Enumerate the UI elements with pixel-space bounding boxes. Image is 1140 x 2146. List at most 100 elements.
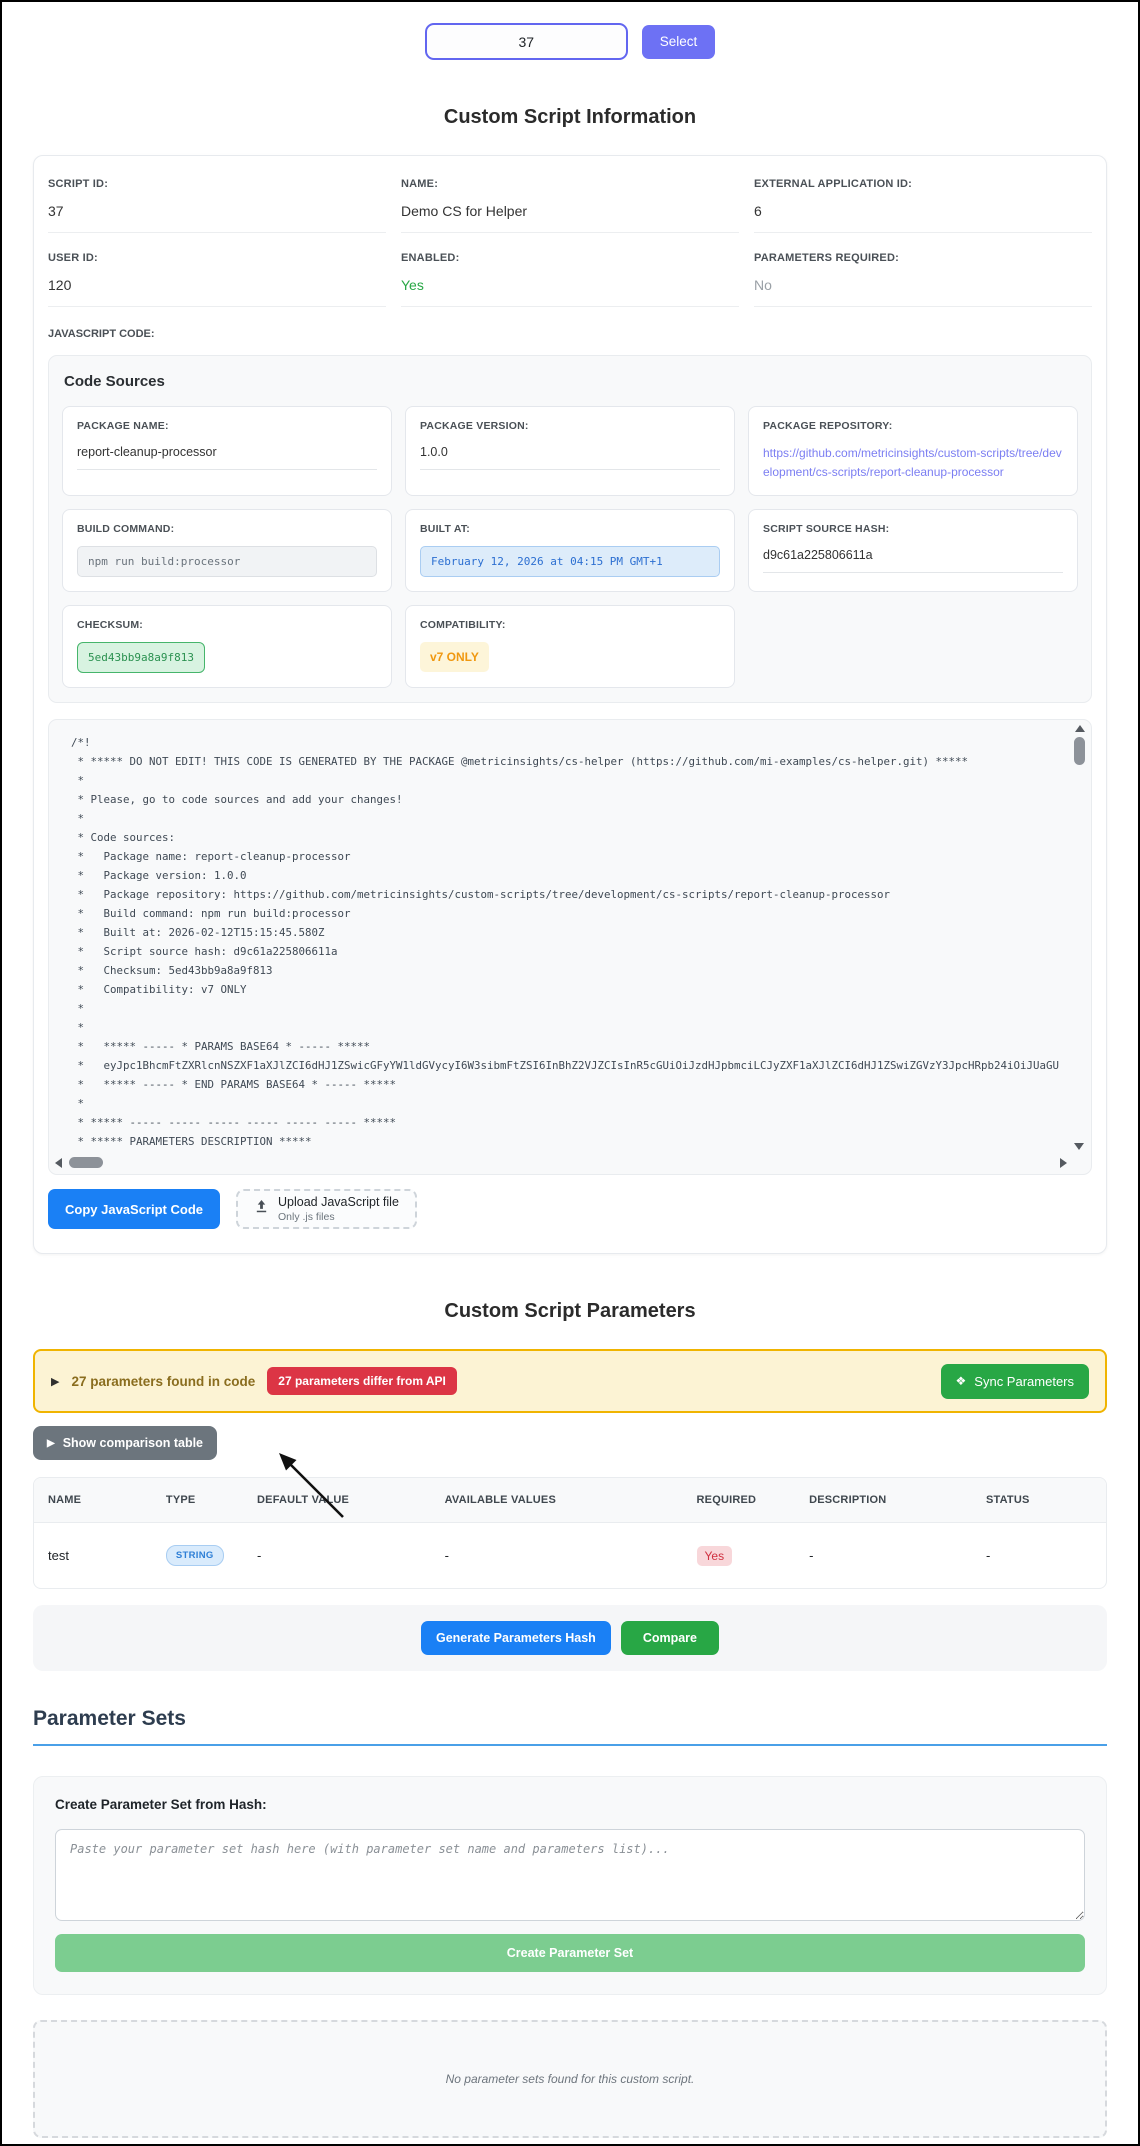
script-selector-bar: Select	[33, 23, 1107, 60]
upload-button-title: Upload JavaScript file	[278, 1195, 399, 1210]
parameters-found-text: 27 parameters found in code	[71, 1373, 256, 1389]
vertical-scroll-thumb[interactable]	[1074, 737, 1085, 766]
column-header-default-value: DEFAULT VALUE	[257, 1494, 350, 1507]
field-parameters-required: PARAMETERS REQUIRED: No	[754, 252, 1092, 307]
code-actions: Copy JavaScript Code Upload JavaScript f…	[48, 1189, 1092, 1230]
cell-default-value: -	[257, 1548, 262, 1564]
upload-icon	[254, 1199, 269, 1219]
field-label: PARAMETERS REQUIRED:	[754, 252, 899, 264]
card-package-version: PACKAGE VERSION: 1.0.0	[405, 406, 735, 497]
cell-type: STRING	[152, 1523, 243, 1588]
fields-grid: SCRIPT ID: 37 NAME: Demo CS for Helper E…	[48, 178, 1092, 307]
card-label: COMPATIBILITY:	[420, 619, 506, 632]
built-at-chip: February 12, 2026 at 04:15 PM GMT+1	[420, 546, 720, 578]
code-sources-title: Code Sources	[64, 373, 165, 390]
field-script-id: SCRIPT ID: 37	[48, 178, 386, 233]
field-value: 120	[48, 277, 386, 307]
field-external-application-id: EXTERNAL APPLICATION ID: 6	[754, 178, 1092, 233]
sync-button-label: Sync Parameters	[974, 1373, 1074, 1389]
checksum-chip: 5ed43bb9a8a9f813	[77, 642, 205, 674]
parameters-banner-zone: ▶ 27 parameters found in code 27 paramet…	[33, 1349, 1107, 1519]
sync-icon: ❖	[955, 1374, 967, 1389]
field-value: 6	[754, 203, 1092, 233]
sync-parameters-button[interactable]: ❖ Sync Parameters	[940, 1363, 1089, 1399]
column-header-name: NAME	[48, 1494, 82, 1507]
hash-actions-panel: Generate Parameters Hash Compare	[33, 1605, 1107, 1672]
required-badge: Yes	[696, 1545, 733, 1566]
card-label: CHECKSUM:	[77, 619, 143, 632]
card-package-repository: PACKAGE REPOSITORY: https://github.com/m…	[748, 406, 1078, 497]
code-sources-grid: PACKAGE NAME: report-cleanup-processor P…	[62, 406, 1078, 689]
script-info-card: SCRIPT ID: 37 NAME: Demo CS for Helper E…	[33, 155, 1107, 1255]
create-parameter-set-button[interactable]: Create Parameter Set	[55, 1934, 1085, 1973]
show-comparison-label: Show comparison table	[62, 1436, 204, 1451]
card-label: PACKAGE REPOSITORY:	[763, 420, 893, 432]
script-id-input[interactable]	[424, 23, 628, 60]
cell-status: -	[985, 1548, 991, 1564]
card-checksum: CHECKSUM: 5ed43bb9a8a9f813	[62, 605, 392, 689]
cell-description: -	[809, 1548, 814, 1564]
scroll-up-icon[interactable]	[1074, 725, 1085, 733]
copy-javascript-code-button[interactable]: Copy JavaScript Code	[48, 1189, 220, 1230]
upload-button-text: Upload JavaScript file Only .js files	[278, 1195, 399, 1223]
horizontal-scroll-thumb[interactable]	[69, 1157, 103, 1169]
card-value: 1.0.0	[420, 445, 720, 470]
card-script-source-hash: SCRIPT SOURCE HASH: d9c61a225806611a	[748, 509, 1078, 593]
build-command-chip: npm run build:processor	[77, 546, 377, 578]
card-label: SCRIPT SOURCE HASH:	[763, 523, 890, 536]
code-text: /*! * ***** DO NOT EDIT! THIS CODE IS GE…	[71, 736, 1060, 1149]
page-title: Custom Script Information	[443, 106, 697, 128]
scroll-left-icon[interactable]	[55, 1158, 62, 1169]
card-built-at: BUILT AT: February 12, 2026 at 04:15 PM …	[405, 509, 735, 593]
parameter-set-hash-input[interactable]	[55, 1829, 1085, 1922]
field-label: SCRIPT ID:	[48, 178, 109, 190]
card-label: PACKAGE VERSION:	[420, 420, 529, 432]
parameters-table: NAME TYPE DEFAULT VALUE AVAILABLE VALUES…	[33, 1477, 1107, 1590]
cell-available-values: -	[444, 1548, 449, 1564]
column-header-status: STATUS	[985, 1494, 1030, 1507]
type-badge: STRING	[165, 1545, 224, 1567]
scroll-right-icon[interactable]	[1060, 1158, 1067, 1169]
card-build-command: BUILD COMMAND: npm run build:processor	[62, 509, 392, 593]
create-parameter-set-panel: Create Parameter Set from Hash: Create P…	[33, 1776, 1107, 1996]
upload-button-subtitle: Only .js files	[278, 1211, 335, 1224]
field-name: NAME: Demo CS for Helper	[401, 178, 739, 233]
table-header-row: NAME TYPE DEFAULT VALUE AVAILABLE VALUES…	[34, 1478, 1106, 1524]
field-value: 37	[48, 203, 386, 233]
card-label: BUILD COMMAND:	[77, 523, 175, 536]
package-repository-link[interactable]: https://github.com/metricinsights/custom…	[763, 446, 1062, 479]
upload-javascript-file-button[interactable]: Upload JavaScript file Only .js files	[236, 1189, 417, 1230]
cell-name: test	[48, 1548, 69, 1564]
create-set-label: Create Parameter Set from Hash:	[55, 1797, 267, 1813]
table-row: test STRING - - Yes - -	[34, 1523, 1106, 1588]
cell-required: Yes	[683, 1524, 796, 1588]
column-header-type: TYPE	[165, 1494, 196, 1507]
field-label: EXTERNAL APPLICATION ID:	[754, 178, 912, 190]
show-comparison-table-button[interactable]: ▶ Show comparison table	[33, 1426, 218, 1461]
banner-left: ▶ 27 parameters found in code 27 paramet…	[51, 1367, 457, 1396]
compare-button[interactable]: Compare	[620, 1621, 719, 1656]
column-header-required: REQUIRED	[696, 1494, 757, 1507]
field-user-id: USER ID: 120	[48, 252, 386, 307]
field-label: ENABLED:	[401, 252, 460, 264]
card-value: d9c61a225806611a	[763, 548, 1063, 574]
empty-parameter-sets-box: No parameter sets found for this custom …	[33, 2020, 1107, 2139]
scroll-down-icon[interactable]	[1074, 1143, 1084, 1151]
generate-parameters-hash-button[interactable]: Generate Parameters Hash	[421, 1621, 611, 1656]
horizontal-scrollbar[interactable]	[55, 1157, 1067, 1170]
field-enabled: ENABLED: Yes	[401, 252, 739, 307]
expand-triangle-icon[interactable]: ▶	[51, 1375, 60, 1388]
field-label: NAME:	[401, 178, 439, 190]
code-viewport[interactable]: /*! * ***** DO NOT EDIT! THIS CODE IS GE…	[49, 720, 1067, 1152]
parameters-warning-banner: ▶ 27 parameters found in code 27 paramet…	[33, 1349, 1107, 1414]
select-button[interactable]: Select	[641, 24, 716, 59]
compatibility-chip: v7 ONLY	[420, 642, 489, 673]
expand-triangle-icon: ▶	[47, 1437, 55, 1449]
content: Select Custom Script Information SCRIPT …	[33, 23, 1107, 2139]
empty-grid-cell	[748, 605, 1078, 688]
vertical-scrollbar[interactable]	[1073, 725, 1086, 1151]
column-header-description: DESCRIPTION	[809, 1494, 887, 1507]
javascript-code-block: /*! * ***** DO NOT EDIT! THIS CODE IS GE…	[48, 719, 1092, 1176]
field-value: Demo CS for Helper	[401, 203, 739, 233]
